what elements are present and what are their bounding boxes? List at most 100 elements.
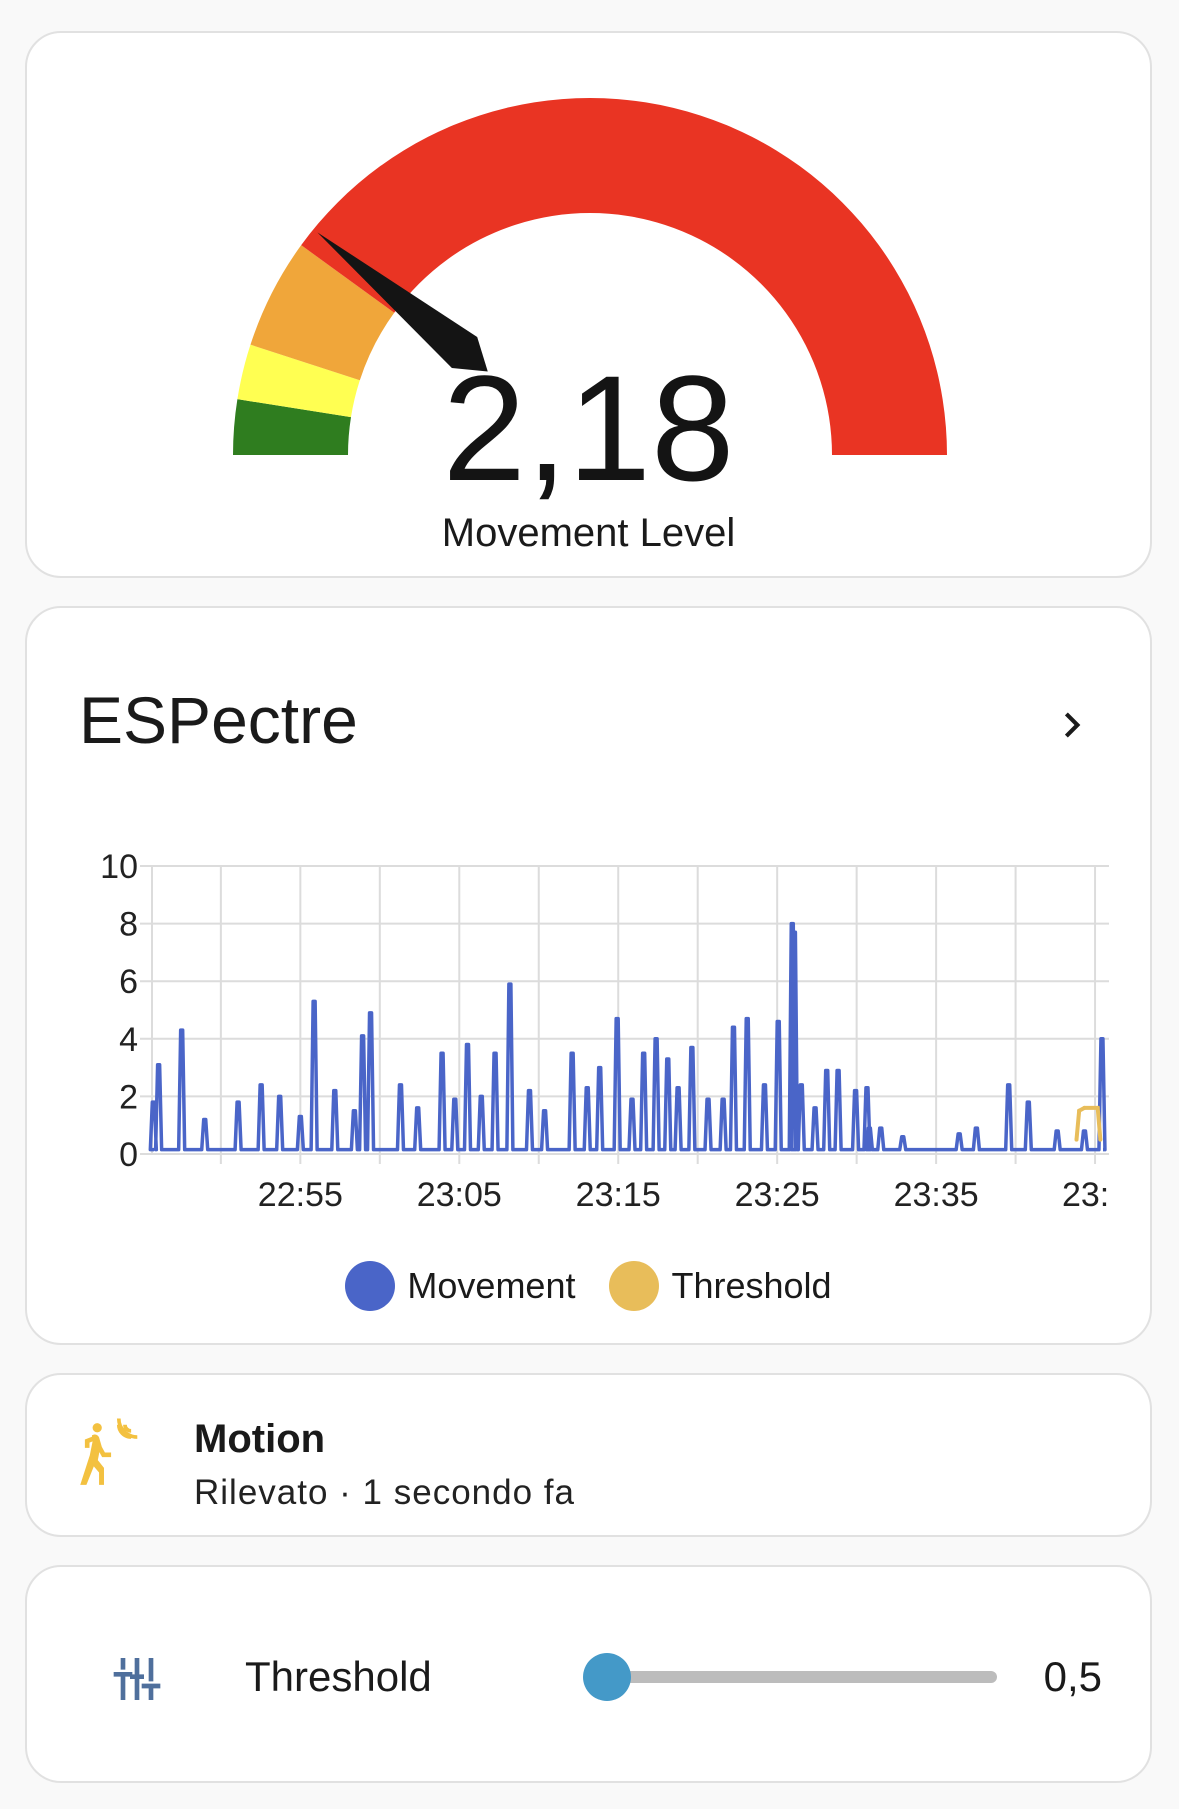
movement-point <box>745 1017 749 1021</box>
movement-point <box>570 1051 574 1055</box>
threshold-slider-handle[interactable] <box>583 1653 631 1701</box>
movement-point <box>465 1043 469 1047</box>
chevron-right-icon[interactable] <box>1047 700 1097 750</box>
movement-point <box>312 999 316 1003</box>
history-chart: 0 2 4 6 8 10 22:55 23:05 23:15 23:25 23:35 23:4 <box>100 848 1128 1214</box>
legend-swatch-movement <box>345 1261 396 1311</box>
movement-point <box>151 1100 155 1104</box>
movement-point <box>666 1057 670 1061</box>
movement-point <box>1055 1129 1059 1133</box>
threshold-point <box>1098 1137 1103 1142</box>
chart-legend: Movement Threshold <box>27 1261 1150 1311</box>
series-line-threshold <box>1074 1105 1103 1140</box>
movement-point <box>825 1068 829 1072</box>
threshold-point <box>1082 1105 1087 1110</box>
movement-point <box>776 1020 780 1024</box>
card-title: ESPectre <box>79 683 358 757</box>
entity-name: Motion <box>194 1417 326 1461</box>
movement-point <box>731 1025 735 1029</box>
y-tick-label: 2 <box>119 1078 138 1116</box>
movement-point <box>352 1109 356 1113</box>
movement-point <box>957 1132 961 1136</box>
movement-point <box>974 1126 978 1130</box>
movement-point <box>1082 1129 1086 1133</box>
threshold-point <box>1095 1105 1100 1110</box>
threshold-value: 0,5 <box>1043 1653 1102 1700</box>
gauge-card[interactable]: 2,18 Movement Level <box>25 31 1152 578</box>
x-tick-label: 23:25 <box>735 1176 820 1214</box>
threshold-point <box>1077 1108 1082 1113</box>
y-tick-label: 0 <box>119 1136 138 1174</box>
legend-item-movement[interactable]: Movement <box>345 1261 575 1311</box>
movement-point <box>369 1011 373 1015</box>
y-tick-label: 8 <box>119 906 138 944</box>
gauge-value: 2,18 <box>442 344 735 512</box>
movement-point <box>630 1097 634 1101</box>
movement-point <box>721 1097 725 1101</box>
movement-point <box>642 1051 646 1055</box>
motion-sensor-icon <box>80 1418 138 1485</box>
movement-point <box>1100 1037 1104 1041</box>
movement-point <box>676 1086 680 1090</box>
movement-point <box>527 1089 531 1093</box>
threshold-point <box>1074 1137 1079 1142</box>
x-tick-label: 23:35 <box>894 1176 979 1214</box>
x-tick-label: 23:15 <box>576 1176 661 1214</box>
movement-point <box>879 1126 883 1130</box>
movement-point <box>298 1115 302 1119</box>
movement-point <box>799 1083 803 1087</box>
movement-point <box>615 1017 619 1021</box>
gauge <box>233 97 948 456</box>
gauge-segment-0 <box>233 399 351 455</box>
movement-point <box>865 1086 869 1090</box>
legend-label-threshold: Threshold <box>671 1265 832 1306</box>
legend-item-threshold[interactable]: Threshold <box>609 1261 832 1311</box>
threshold-number-card: Threshold 0,5 <box>25 1565 1152 1783</box>
movement-point <box>259 1083 263 1087</box>
gauge-segment-1 <box>237 344 360 418</box>
gauge-segment-3 <box>301 97 948 456</box>
movement-point <box>901 1135 905 1139</box>
movement-point <box>333 1089 337 1093</box>
movement-point <box>585 1086 589 1090</box>
movement-point <box>706 1097 710 1101</box>
entity-state: Rilevato · 1 secondo fa <box>194 1473 575 1512</box>
motion-entity-card[interactable]: Motion Rilevato · 1 secondo fa <box>25 1373 1152 1537</box>
gauge-needle <box>317 232 488 372</box>
legend-swatch-threshold <box>609 1261 660 1311</box>
movement-point <box>598 1066 602 1070</box>
movement-point <box>157 1063 161 1067</box>
threshold-label: Threshold <box>245 1653 432 1700</box>
movement-point <box>416 1106 420 1110</box>
threshold-slider-track[interactable] <box>607 1671 997 1683</box>
y-tick-label: 6 <box>119 963 138 1001</box>
movement-point <box>836 1068 840 1072</box>
movement-point <box>654 1037 658 1041</box>
y-tick-label: 10 <box>100 848 138 886</box>
x-tick-label: 23:05 <box>417 1176 502 1214</box>
tune-vertical-icon <box>113 1658 161 1700</box>
movement-point <box>543 1109 547 1113</box>
movement-point <box>508 982 512 986</box>
movement-point <box>690 1045 694 1049</box>
movement-point <box>792 930 796 934</box>
series-line-movement <box>148 921 1107 1152</box>
movement-point <box>203 1117 207 1121</box>
movement-point <box>854 1089 858 1093</box>
movement-point <box>493 1051 497 1055</box>
x-tick-label: 22:55 <box>258 1176 343 1214</box>
movement-point <box>1026 1100 1030 1104</box>
x-tick-label: 23:4 <box>1062 1176 1128 1214</box>
y-tick-label: 4 <box>119 1021 138 1059</box>
movement-point <box>398 1083 402 1087</box>
gauge-segment-2 <box>250 245 395 381</box>
movement-point <box>180 1028 184 1032</box>
movement-point <box>762 1083 766 1087</box>
movement-point <box>278 1094 282 1098</box>
movement-point <box>813 1106 817 1110</box>
history-graph-card: ESPectre 0 2 4 6 8 10 22:55 23:05 23:15 23:25 23:3… <box>25 606 1152 1345</box>
movement-point <box>1007 1083 1011 1087</box>
gauge-label: Movement Level <box>441 511 736 555</box>
movement-point <box>867 1126 871 1130</box>
movement-point <box>479 1094 483 1098</box>
